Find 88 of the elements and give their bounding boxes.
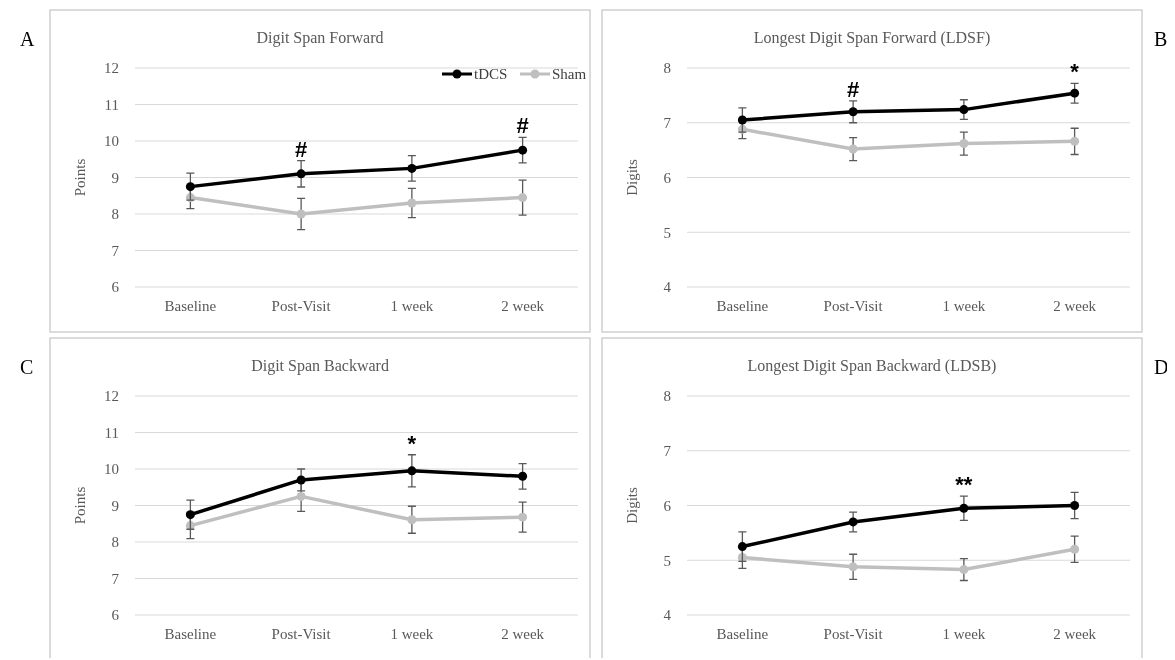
chart-title: Digit Span Backward [251,357,389,375]
y-axis-title: Digits [624,487,640,524]
y-tick-label: 8 [111,534,119,551]
point [959,503,969,513]
point [407,466,417,476]
point [737,115,747,125]
point [737,542,747,552]
point [848,562,858,572]
text: A [20,28,35,50]
y-tick-label: 7 [663,443,672,459]
annotation: # [516,113,529,139]
x-tick-label: Post-Visit [271,626,332,642]
y-tick-label: 8 [111,206,119,223]
y-tick-label: 7 [111,570,120,587]
y-tick-label: 10 [104,461,119,478]
y-tick-label: 12 [104,60,119,77]
y-tick-label: 11 [104,96,119,113]
y-tick-label: 6 [663,497,672,514]
y-tick-label: 6 [663,169,672,186]
y-tick-label: 4 [663,607,672,624]
y-tick-label: 6 [111,607,120,624]
x-tick-label: 2 week [1053,626,1097,642]
annotation: * [1070,59,1080,85]
point [959,139,969,149]
point [518,471,528,481]
annotation: # [847,76,860,102]
y-axis-title: Points [72,158,88,197]
y-tick-label: 5 [663,552,671,569]
y-tick-label: 8 [663,388,671,405]
text: D [1154,356,1169,378]
y-tick-label: 8 [663,60,671,77]
x-tick-label: Post-Visit [823,298,884,314]
x-tick-label: Baseline [716,298,769,314]
point [296,491,306,501]
point [1070,88,1080,98]
point [407,198,417,208]
point [848,144,858,154]
x-tick-label: 1 week [390,298,434,314]
x-tick-label: 1 week [942,298,986,314]
point [518,193,528,203]
point [296,169,306,179]
point [959,105,969,115]
point [518,145,528,155]
x-tick-label: 2 week [1053,298,1097,314]
annotation: * [407,430,417,456]
x-tick-label: Post-Visit [823,626,884,642]
chart-title: Digit Span Forward [256,29,384,47]
y-tick-label: 10 [104,133,119,150]
x-tick-label: 2 week [501,626,545,642]
legend-label: Sham [552,66,587,82]
point [296,475,306,485]
y-tick-label: 12 [104,388,119,405]
x-tick-label: 1 week [942,626,986,642]
point [1070,136,1080,146]
x-tick-label: Post-Visit [271,298,332,314]
y-tick-label: 9 [111,497,119,514]
point [1070,544,1080,554]
y-axis-title: Digits [624,159,640,196]
x-tick-label: 1 week [390,626,434,642]
text: C [20,356,34,378]
point [518,512,528,522]
point [848,107,858,117]
x-tick-label: Baseline [716,626,769,642]
text: B [1154,28,1168,50]
y-tick-label: 5 [663,224,671,241]
y-tick-label: 7 [111,242,120,259]
point [959,565,969,575]
point [848,517,858,527]
y-tick-label: 4 [663,279,672,296]
legend-label: tDCS [474,66,508,82]
y-tick-label: 11 [104,424,119,441]
x-tick-label: Baseline [164,298,217,314]
x-tick-label: 2 week [501,298,545,314]
x-tick-label: Baseline [164,626,217,642]
annotation: ** [955,472,973,498]
chart-title: Longest Digit Span Forward (LDSF) [753,29,991,47]
y-tick-label: 6 [111,279,120,296]
y-tick-label: 7 [663,115,672,131]
point [407,515,417,525]
point [296,209,306,219]
point [185,182,195,192]
point [1070,501,1080,510]
point [407,163,417,173]
y-tick-label: 9 [111,169,119,186]
y-axis-title: Points [72,486,88,525]
chart-title: Longest Digit Span Backward (LDSB) [747,357,997,375]
annotation: # [295,136,308,162]
point [185,510,195,520]
